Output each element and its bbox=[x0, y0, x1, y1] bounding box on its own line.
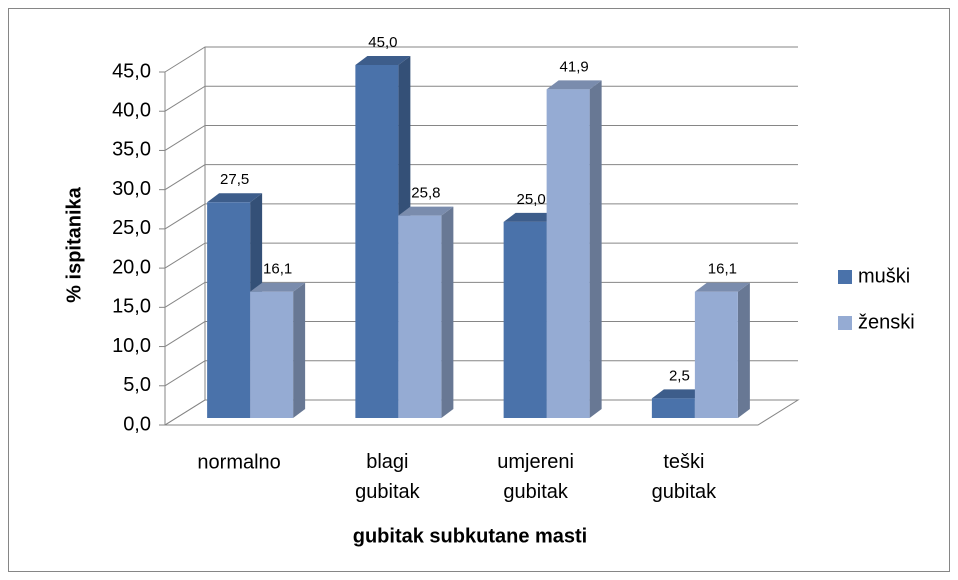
chart-border bbox=[8, 8, 950, 572]
y-tick-label: 30,0 bbox=[112, 178, 151, 200]
bar bbox=[546, 80, 602, 418]
bar-front bbox=[355, 65, 399, 418]
bar-front bbox=[250, 291, 294, 418]
y-tick-label: 40,0 bbox=[112, 100, 151, 122]
bar bbox=[398, 206, 454, 418]
y-tick-label: 20,0 bbox=[112, 256, 151, 278]
bar-top bbox=[398, 206, 454, 216]
y-tick-label: 45,0 bbox=[112, 60, 151, 82]
bar bbox=[250, 282, 306, 418]
data-label: 45,0 bbox=[368, 34, 397, 51]
bar-side bbox=[589, 80, 602, 418]
x-tick-label: normalno bbox=[197, 451, 280, 473]
y-tick-label: 5,0 bbox=[123, 374, 151, 396]
bar-top bbox=[651, 389, 707, 399]
bar-top bbox=[355, 56, 411, 65]
legend-label: ženski bbox=[858, 311, 915, 333]
data-label: 16,1 bbox=[263, 261, 292, 278]
legend-swatch bbox=[838, 270, 852, 284]
x-axis-title: gubitak subkutane masti bbox=[353, 525, 588, 547]
bar-side bbox=[737, 282, 750, 418]
legend-label: muški bbox=[858, 265, 910, 287]
bar-front bbox=[207, 202, 251, 418]
x-tick-label: teški gubitak bbox=[652, 451, 717, 503]
legend-swatch bbox=[838, 316, 852, 330]
y-tick-label: 15,0 bbox=[112, 296, 151, 318]
data-label: 41,9 bbox=[560, 58, 589, 75]
bar-side bbox=[293, 282, 306, 418]
y-tick-label: 10,0 bbox=[112, 335, 151, 357]
bar-side bbox=[441, 206, 454, 418]
bar-top bbox=[250, 282, 306, 292]
bar-front bbox=[651, 398, 695, 418]
bar-top bbox=[503, 212, 559, 222]
bar-front bbox=[546, 89, 590, 418]
y-tick-label: 25,0 bbox=[112, 217, 151, 239]
data-label: 25,0 bbox=[517, 191, 546, 208]
data-label: 2,5 bbox=[669, 367, 690, 384]
bar-top bbox=[694, 282, 750, 292]
data-label: 27,5 bbox=[220, 171, 249, 188]
bar-top bbox=[207, 193, 263, 203]
bar-front bbox=[398, 215, 442, 418]
bar bbox=[355, 56, 411, 418]
x-tick-label: umjereni gubitak bbox=[497, 451, 574, 503]
data-label: 16,1 bbox=[708, 261, 737, 278]
bar-top bbox=[546, 80, 602, 90]
y-tick-label: 0,0 bbox=[123, 413, 151, 435]
y-axis-title: % ispitanika bbox=[63, 186, 85, 302]
bar-front bbox=[694, 291, 738, 418]
data-label: 25,8 bbox=[411, 185, 440, 202]
x-tick-label: blagi gubitak bbox=[355, 451, 420, 503]
bar-front bbox=[503, 221, 547, 418]
bar bbox=[694, 282, 750, 418]
y-tick-label: 35,0 bbox=[112, 139, 151, 161]
